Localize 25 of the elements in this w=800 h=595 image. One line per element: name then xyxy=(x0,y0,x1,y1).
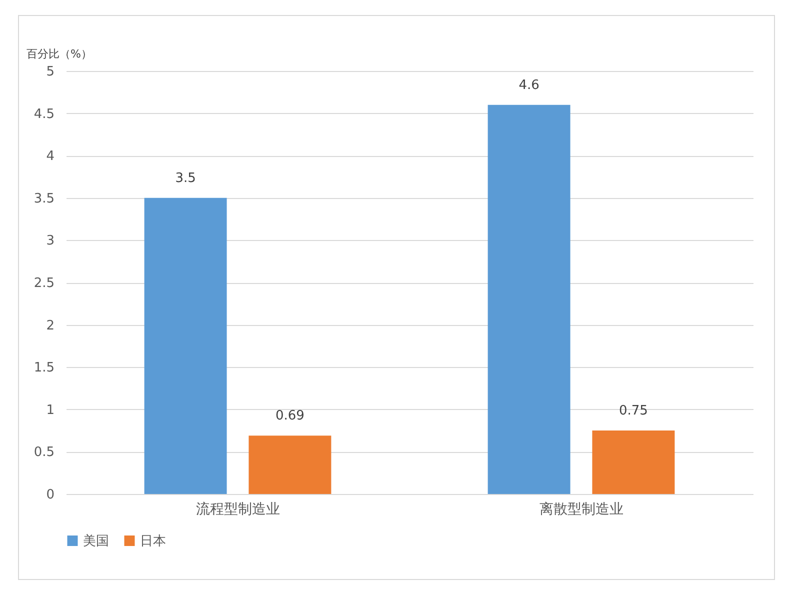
y-tick-label: 2.5 xyxy=(34,276,54,291)
y-tick-label: 4.5 xyxy=(34,106,54,122)
bar xyxy=(248,436,332,494)
y-tick-label: 3 xyxy=(46,234,54,249)
y-tick-label: 5 xyxy=(46,64,54,80)
x-tick-label: 离散型制造业 xyxy=(539,502,624,518)
y-tick-label: 3.5 xyxy=(34,191,54,206)
legend-label: 美国 xyxy=(83,532,109,549)
bar xyxy=(144,198,227,494)
bar xyxy=(592,430,675,494)
bar xyxy=(488,104,570,494)
data-label: 4.6 xyxy=(518,78,540,93)
y-axis-title: 百分比（%） xyxy=(26,48,92,60)
data-label: 0.75 xyxy=(618,404,648,419)
x-tick-label: 流程型制造业 xyxy=(196,502,280,518)
chart-frame: 流程型制造业 离散型制造业 0 0.5 1 1.5 2 2.5 3 3.5 4 4.5 5 百分比（%） 3.5 4.6 0.69 0.75 美国 日本 xyxy=(18,15,775,580)
data-label: 0.69 xyxy=(275,408,304,424)
legend-label: 日本 xyxy=(140,534,166,549)
y-tick-label: 0 xyxy=(46,488,54,502)
y-tick-label: 2 xyxy=(46,318,54,334)
y-tick-label: 4 xyxy=(46,149,54,164)
y-tick-label: 0.5 xyxy=(34,445,54,460)
y-tick-label: 1.5 xyxy=(34,360,54,376)
y-tick-label: 1 xyxy=(46,402,54,418)
data-label: 3.5 xyxy=(175,170,196,186)
